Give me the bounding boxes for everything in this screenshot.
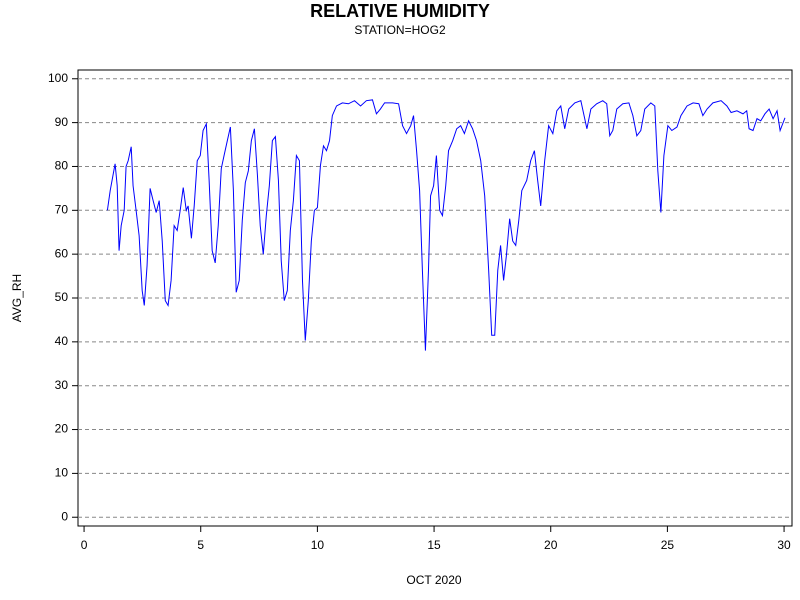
y-tick-label: 10 <box>55 466 69 480</box>
y-axis-label: AVG_RH <box>10 274 24 322</box>
y-tick-label: 50 <box>55 290 69 304</box>
y-tick-label: 100 <box>48 71 68 85</box>
y-tick-label: 70 <box>55 202 69 216</box>
y-tick-label: 20 <box>55 422 69 436</box>
x-tick-label: 10 <box>311 538 325 552</box>
y-tick-label: 40 <box>55 334 69 348</box>
y-tick-label: 0 <box>61 509 68 523</box>
chart-subtitle: STATION=HOG2 <box>354 23 446 37</box>
chart-title: RELATIVE HUMIDITY <box>310 1 490 21</box>
x-tick-label: 20 <box>544 538 558 552</box>
data-line <box>106 99 786 351</box>
y-tick-label: 80 <box>55 159 69 173</box>
y-tick-label: 90 <box>55 115 69 129</box>
x-tick-label: 15 <box>427 538 441 552</box>
x-tick-label: 0 <box>81 538 88 552</box>
x-axis-label: OCT 2020 <box>406 573 461 587</box>
x-tick-label: 25 <box>661 538 675 552</box>
x-tick-label: 5 <box>197 538 204 552</box>
y-tick-label: 60 <box>55 246 69 260</box>
y-tick-label: 30 <box>55 378 69 392</box>
x-tick-label: 30 <box>777 538 791 552</box>
